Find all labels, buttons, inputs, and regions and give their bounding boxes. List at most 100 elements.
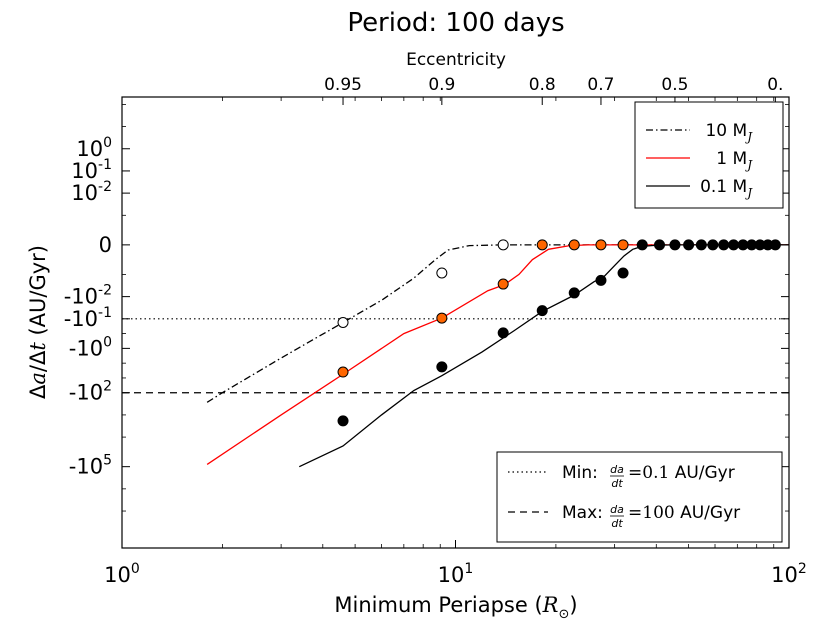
series-point-1: [617, 239, 629, 251]
x-tick-label-exp: 2: [798, 561, 807, 577]
y-tick-label-base: -10: [69, 381, 103, 405]
svg-text:Δa/Δt (AU/Gyr): Δa/Δt (AU/Gyr): [26, 245, 50, 399]
series-point-2: [497, 327, 509, 339]
series-point-1: [497, 278, 509, 290]
series-point-1: [568, 239, 580, 251]
top-tick-label: 0.: [767, 75, 783, 95]
series-point-2: [617, 267, 629, 279]
x-axis-label: Minimum Periapse (R⊙): [334, 593, 577, 622]
legend-limit-suffix: AU/Gyr: [669, 463, 734, 483]
x-tick-label-exp: 0: [131, 561, 140, 577]
y-axis-label-a: a: [26, 372, 50, 385]
x-axis-label-symbol: R: [542, 593, 559, 617]
top-axis-label: Eccentricity: [406, 50, 506, 70]
series-point-2: [683, 239, 695, 251]
series-point-1: [595, 239, 607, 251]
y-tick-label-exp: 5: [103, 453, 112, 469]
top-tick-label: 0.9: [428, 75, 455, 95]
series-point-2: [636, 239, 648, 251]
legend-mass-label-sub: J: [744, 130, 753, 144]
legend-mass-label-sub: J: [744, 158, 753, 172]
legend-mass-label: 10 MJ: [705, 121, 753, 144]
y-tick-label-exp: -2: [98, 283, 112, 299]
series-point-0: [497, 239, 509, 251]
x-tick-label-exp: 1: [464, 561, 473, 577]
series-point-2: [595, 274, 607, 286]
series-point-2: [728, 239, 740, 251]
y-tick-label-base: -10: [69, 336, 103, 360]
legend-mass-box: [634, 101, 784, 209]
series-point-2: [718, 239, 730, 251]
legend-limit-suffix: AU/Gyr: [675, 503, 740, 523]
series-point-2: [337, 415, 349, 427]
legend-limit-prefix: Max:: [562, 503, 603, 523]
legend-mass: 10 MJ1 MJ0.1 MJ: [634, 101, 784, 209]
legend-limit-value: =0.1 AU/Gyr: [628, 463, 735, 483]
y-axis-label-slash: /Δ: [26, 350, 50, 372]
series-point-2: [568, 287, 580, 299]
legend-limit-prefix: Min:: [562, 463, 598, 483]
top-tick-label: 0.7: [587, 75, 614, 95]
x-axis-ticks: 100 101 102: [104, 97, 807, 587]
x-tick-label-base: 10: [771, 563, 798, 587]
y-tick-label-base: 0: [99, 233, 112, 257]
legend-limits-box: [496, 451, 783, 543]
x-axis-label-text: Minimum Periapse (: [334, 593, 542, 617]
y-tick-label: 10-2: [71, 179, 112, 205]
legend-limit-value: =100 AU/Gyr: [628, 503, 740, 523]
x-tick-label: 100: [104, 561, 140, 587]
y-tick-label: -10-1: [64, 305, 112, 331]
series-point-2: [695, 239, 707, 251]
series-point-2: [536, 305, 548, 317]
legend-limit-rate: 0.1: [642, 463, 669, 483]
y-tick-label: -10-2: [64, 283, 112, 309]
legend-limit-eq: =: [628, 463, 642, 483]
y-tick-label-exp: 0: [103, 334, 112, 350]
top-tick-label: 0.8: [529, 75, 556, 95]
x-axis-label-close: ): [569, 593, 577, 617]
chart-title: Period: 100 days: [347, 8, 564, 38]
series-point-1: [436, 312, 448, 324]
y-tick-label-base: 10: [71, 159, 98, 183]
series-line-1: [206, 244, 789, 465]
legend-mass-label: 1 MJ: [716, 149, 753, 172]
series-point-2: [654, 239, 666, 251]
y-tick-label-base: 10: [71, 181, 98, 205]
y-tick-label: 10-1: [71, 157, 112, 183]
y-axis-label-units: (AU/Gyr): [26, 245, 50, 342]
y-tick-label-base: 10: [76, 137, 103, 161]
y-axis-label-t: t: [26, 342, 50, 351]
y-tick-label-base: -10: [69, 455, 103, 479]
x-tick-label: 101: [438, 561, 474, 587]
series-point-2: [707, 239, 719, 251]
top-axis-ticks: 0.95 0.9 0.8 0.7 0.5 0.: [324, 75, 783, 105]
series-point-1: [337, 366, 349, 378]
legend-limit-frac-den: dt: [611, 477, 623, 490]
y-tick-label-base: -10: [64, 285, 98, 309]
y-tick-label-exp: 0: [103, 135, 112, 151]
y-tick-label-exp: -2: [98, 179, 112, 195]
y-tick-label-exp: -1: [98, 305, 112, 321]
legend-limit-rate: 100: [642, 503, 674, 523]
legend-mass-label-base: 10 M: [705, 121, 747, 141]
series-point-2: [669, 239, 681, 251]
y-tick-label: -100: [69, 334, 112, 360]
y-axis-label: Δa/Δt (AU/Gyr): [26, 245, 50, 399]
y-tick-label-exp: 2: [103, 379, 112, 395]
y-tick-label: -102: [69, 379, 112, 405]
y-axis-label-delta-a: Δ: [26, 384, 50, 399]
x-tick-label-base: 10: [104, 563, 131, 587]
y-tick-label: 0: [99, 233, 112, 257]
y-tick-label-exp: -1: [98, 157, 112, 173]
legend-limit-frac-num: da: [610, 503, 624, 516]
legend-mass-label-sub: J: [744, 186, 753, 200]
y-tick-label: -105: [69, 453, 112, 479]
series-point-2: [436, 361, 448, 373]
y-tick-label-base: -10: [64, 307, 98, 331]
top-tick-label: 0.5: [661, 75, 688, 95]
legend-mass-label: 0.1 MJ: [700, 177, 753, 200]
